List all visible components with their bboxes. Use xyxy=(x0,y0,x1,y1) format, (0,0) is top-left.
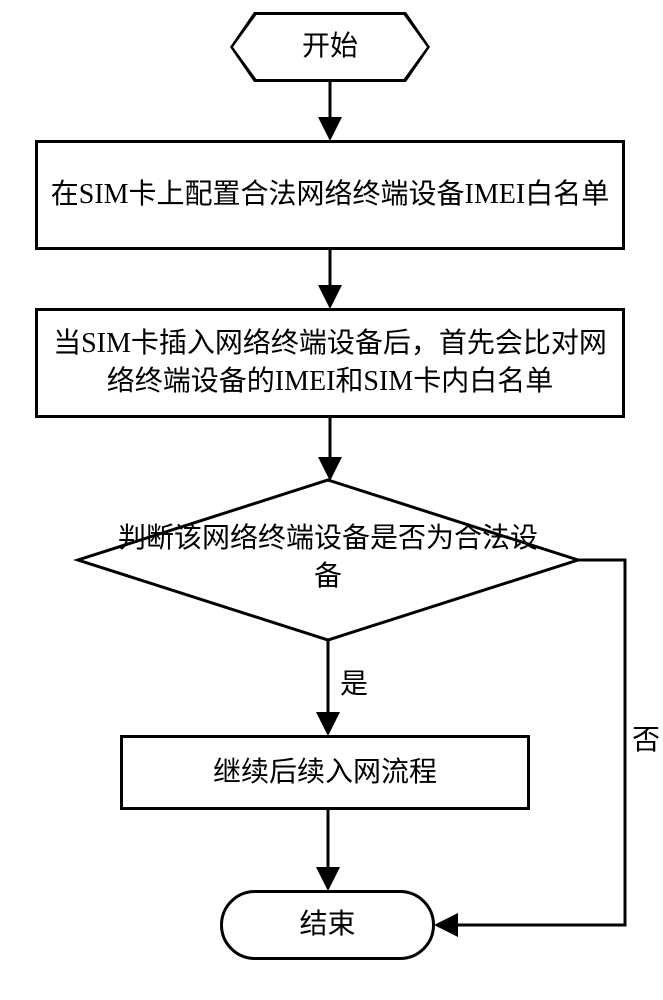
flowchart-canvas: 开始 在SIM卡上配置合法网络终端设备IMEI白名单 当SIM卡插入网络终端设备… xyxy=(0,0,663,1000)
step2-node: 当SIM卡插入网络终端设备后，首先会比对网络终端设备的IMEI和SIM卡内白名单 xyxy=(35,308,625,418)
step2-label: 当SIM卡插入网络终端设备后，首先会比对网络终端设备的IMEI和SIM卡内白名单 xyxy=(48,325,612,401)
step3-node: 继续后续入网流程 xyxy=(120,735,530,810)
step3-label: 继续后续入网流程 xyxy=(213,754,437,792)
edge-label-yes: 是 xyxy=(340,662,368,702)
start-label: 开始 xyxy=(302,28,358,66)
step1-node: 在SIM卡上配置合法网络终端设备IMEI白名单 xyxy=(35,140,625,250)
decision-label: 判断该网络终端设备是否为合法设备 xyxy=(118,523,538,592)
edge-label-no: 否 xyxy=(632,718,660,758)
step1-label: 在SIM卡上配置合法网络终端设备IMEI白名单 xyxy=(51,176,609,214)
end-node: 结束 xyxy=(220,890,435,960)
decision-label-wrap: 判断该网络终端设备是否为合法设备 xyxy=(118,520,538,596)
end-label: 结束 xyxy=(299,906,355,944)
start-node: 开始 xyxy=(230,12,430,82)
